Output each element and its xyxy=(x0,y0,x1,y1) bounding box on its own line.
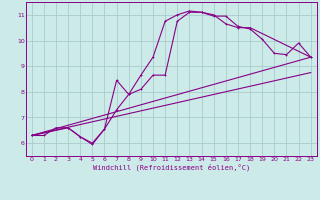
X-axis label: Windchill (Refroidissement éolien,°C): Windchill (Refroidissement éolien,°C) xyxy=(92,163,250,171)
